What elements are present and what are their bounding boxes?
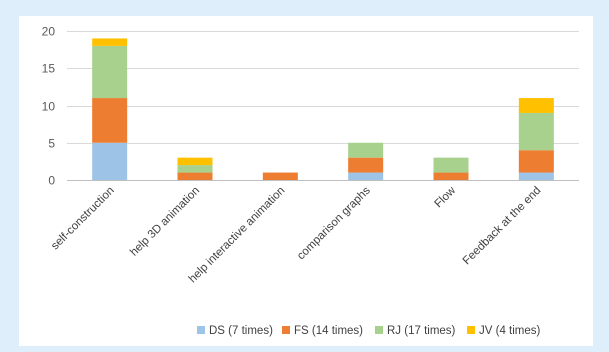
bar-segment	[433, 172, 469, 180]
category-label: comparison graphs	[295, 184, 373, 262]
legend-label: JV (4 times)	[479, 325, 541, 337]
bar-segment	[92, 45, 128, 99]
category-label: Feedback at the end	[461, 185, 544, 268]
legend-label: RJ (17 times)	[387, 325, 456, 337]
bar-segment	[177, 157, 213, 166]
y-tick-label: 5	[48, 137, 55, 151]
gridlines	[67, 31, 579, 181]
stacked-bar-chart: 0 5 10 15 20 self-construction help 3D animat…	[42, 25, 579, 337]
bar-segment	[348, 172, 384, 180]
bars	[92, 38, 554, 180]
bar-segment	[92, 142, 128, 180]
legend-swatch	[467, 326, 475, 334]
y-tick-label: 0	[48, 174, 55, 188]
y-tick-label: 20	[42, 25, 56, 39]
legend: DS (7 times) FS (14 times) RJ (17 times) JV…	[197, 325, 541, 337]
category-label: help 3D animation	[128, 185, 202, 259]
legend-label: DS (7 times)	[209, 325, 273, 337]
category-label: Flow	[432, 184, 458, 210]
bar-segment	[177, 172, 213, 180]
y-tick-label: 10	[42, 100, 56, 114]
y-axis-ticks: 0 5 10 15 20	[42, 25, 56, 188]
bar-segment	[518, 98, 554, 113]
legend-swatch	[375, 326, 383, 334]
bar-segment	[92, 38, 128, 46]
bar-segment	[518, 172, 554, 180]
legend-swatch	[282, 326, 290, 334]
bar-segment	[518, 112, 554, 151]
chart-area: 0 5 10 15 20 self-construction help 3D animat…	[19, 16, 593, 346]
bar-segment	[177, 165, 213, 173]
category-label: self-construction	[49, 185, 117, 253]
y-tick-label: 15	[42, 62, 56, 76]
bar-segment	[348, 142, 384, 158]
bar-segment	[262, 172, 298, 180]
bar-segment	[518, 150, 554, 173]
bar-segment	[92, 98, 128, 143]
legend-swatch	[197, 326, 205, 334]
legend-label: FS (14 times)	[294, 325, 363, 337]
bar-segment	[348, 157, 384, 173]
category-label: help interactive animation	[187, 185, 288, 286]
bar-segment	[433, 157, 469, 173]
